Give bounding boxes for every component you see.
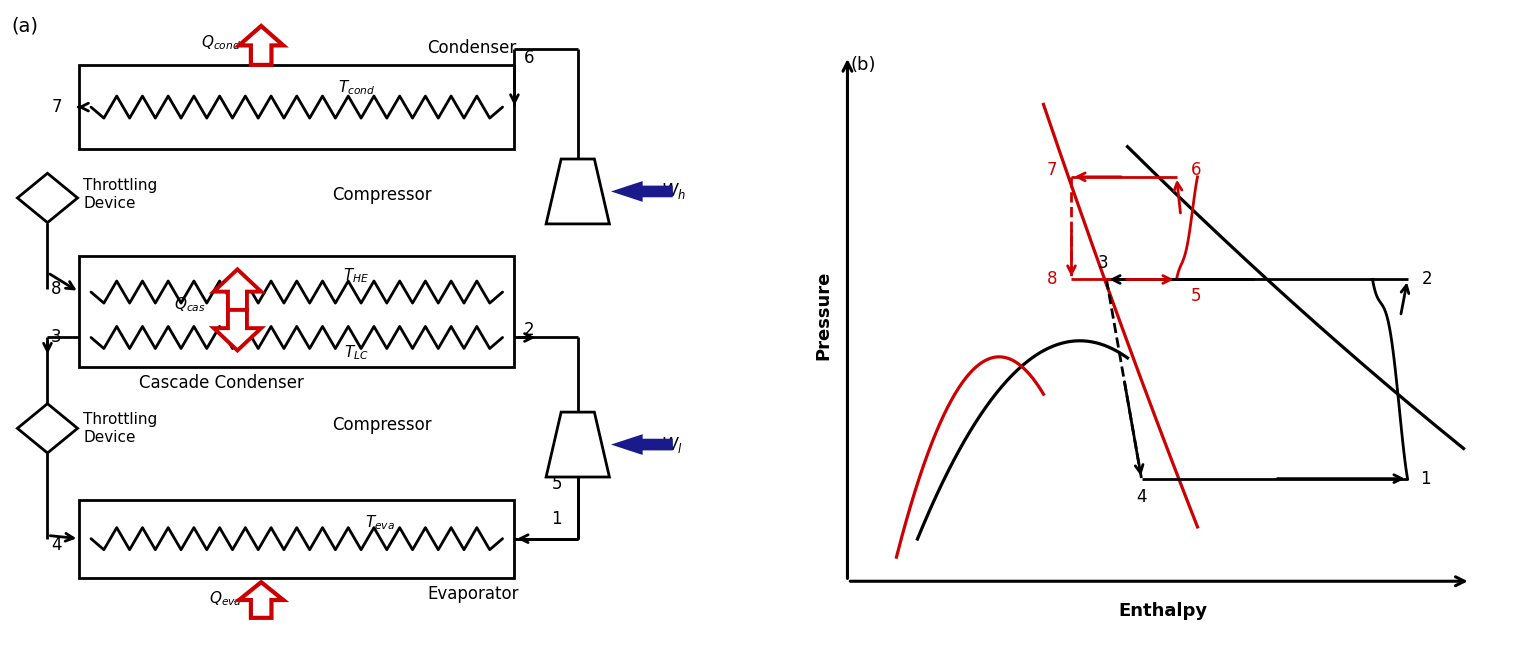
Text: $T_{HE}$: $T_{HE}$ — [342, 267, 370, 285]
Text: 1: 1 — [1420, 470, 1431, 487]
Text: Evaporator: Evaporator — [428, 585, 519, 604]
Polygon shape — [239, 26, 283, 65]
Text: 7: 7 — [52, 98, 62, 116]
Text: $W_h$: $W_h$ — [661, 182, 686, 201]
Polygon shape — [546, 159, 609, 224]
Text: Compressor: Compressor — [332, 416, 432, 434]
Text: Compressor: Compressor — [332, 186, 432, 204]
Text: 5: 5 — [1190, 288, 1201, 306]
Text: (b): (b) — [851, 56, 877, 74]
Text: Pressure: Pressure — [814, 271, 833, 360]
Text: 2: 2 — [524, 321, 534, 339]
Text: Throttling
Device: Throttling Device — [84, 412, 157, 445]
Bar — [79, 500, 514, 578]
Text: 3: 3 — [1097, 254, 1108, 271]
Text: 1: 1 — [551, 510, 562, 528]
Bar — [79, 256, 514, 367]
Text: (a): (a) — [12, 16, 40, 35]
Polygon shape — [17, 404, 78, 453]
Text: 4: 4 — [52, 536, 62, 554]
Text: 8: 8 — [1047, 271, 1058, 288]
Text: 4: 4 — [1137, 488, 1146, 506]
Text: $T_{eva}$: $T_{eva}$ — [365, 513, 394, 532]
Text: $T_{cond}$: $T_{cond}$ — [338, 79, 374, 97]
Polygon shape — [610, 434, 673, 455]
Text: 2: 2 — [1422, 271, 1432, 288]
Text: Throttling
Device: Throttling Device — [84, 178, 157, 211]
Text: Enthalpy: Enthalpy — [1119, 602, 1207, 620]
Text: 8: 8 — [52, 280, 62, 298]
Text: $Q_{eva}$: $Q_{eva}$ — [209, 589, 242, 607]
Polygon shape — [239, 582, 283, 618]
Polygon shape — [213, 269, 262, 310]
Text: $T_{LC}$: $T_{LC}$ — [344, 343, 368, 361]
Text: $Q_{cond}$: $Q_{cond}$ — [201, 33, 242, 51]
Text: 5: 5 — [551, 474, 562, 493]
Text: 6: 6 — [1190, 160, 1201, 178]
Polygon shape — [17, 173, 78, 223]
Bar — [79, 65, 514, 149]
Polygon shape — [610, 181, 673, 202]
Polygon shape — [213, 310, 262, 350]
Text: 7: 7 — [1047, 160, 1058, 178]
Text: 3: 3 — [52, 328, 62, 347]
Text: $Q_{cas}$: $Q_{cas}$ — [174, 296, 205, 314]
Text: $W_l$: $W_l$ — [661, 435, 682, 454]
Text: Cascade Condenser: Cascade Condenser — [139, 374, 304, 393]
Text: Condenser: Condenser — [428, 39, 516, 57]
Text: 6: 6 — [524, 49, 534, 67]
Polygon shape — [546, 412, 609, 477]
